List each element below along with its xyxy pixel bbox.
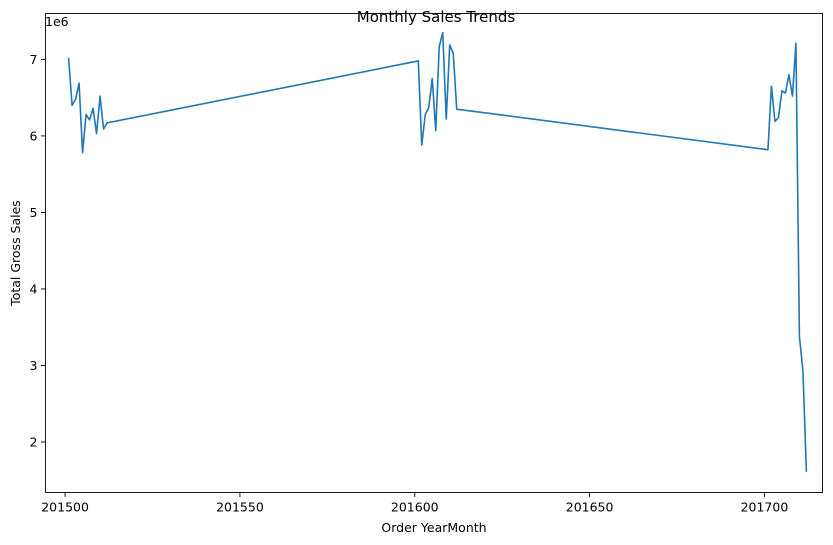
y-tick-label: 3: [30, 358, 38, 373]
y-axis: 2 3 4 5 6 7: [30, 52, 46, 449]
x-tick-label: 201650: [566, 500, 614, 515]
series-line: [67, 31, 808, 472]
y-tick-label: 7: [30, 52, 38, 67]
x-tick-label: 201550: [216, 500, 264, 515]
y-tick-label: 6: [30, 128, 38, 143]
y-tick-label: 2: [30, 434, 38, 449]
plot-area: [67, 31, 808, 472]
x-axis-label: Order YearMonth: [381, 520, 486, 535]
y-tick-label: 4: [30, 281, 38, 296]
x-axis: 201500 201550 201600 201650 201700: [41, 492, 789, 515]
chart-title: Monthly Sales Trends: [357, 8, 516, 26]
x-tick-label: 201500: [41, 500, 89, 515]
y-tick-label: 5: [30, 205, 38, 220]
y-axis-label: Total Gross Sales: [8, 200, 23, 307]
plot-frame: [45, 13, 823, 493]
x-tick-label: 201600: [391, 500, 439, 515]
y-offset-label: 1e6: [45, 14, 69, 29]
x-tick-label: 201700: [741, 500, 789, 515]
